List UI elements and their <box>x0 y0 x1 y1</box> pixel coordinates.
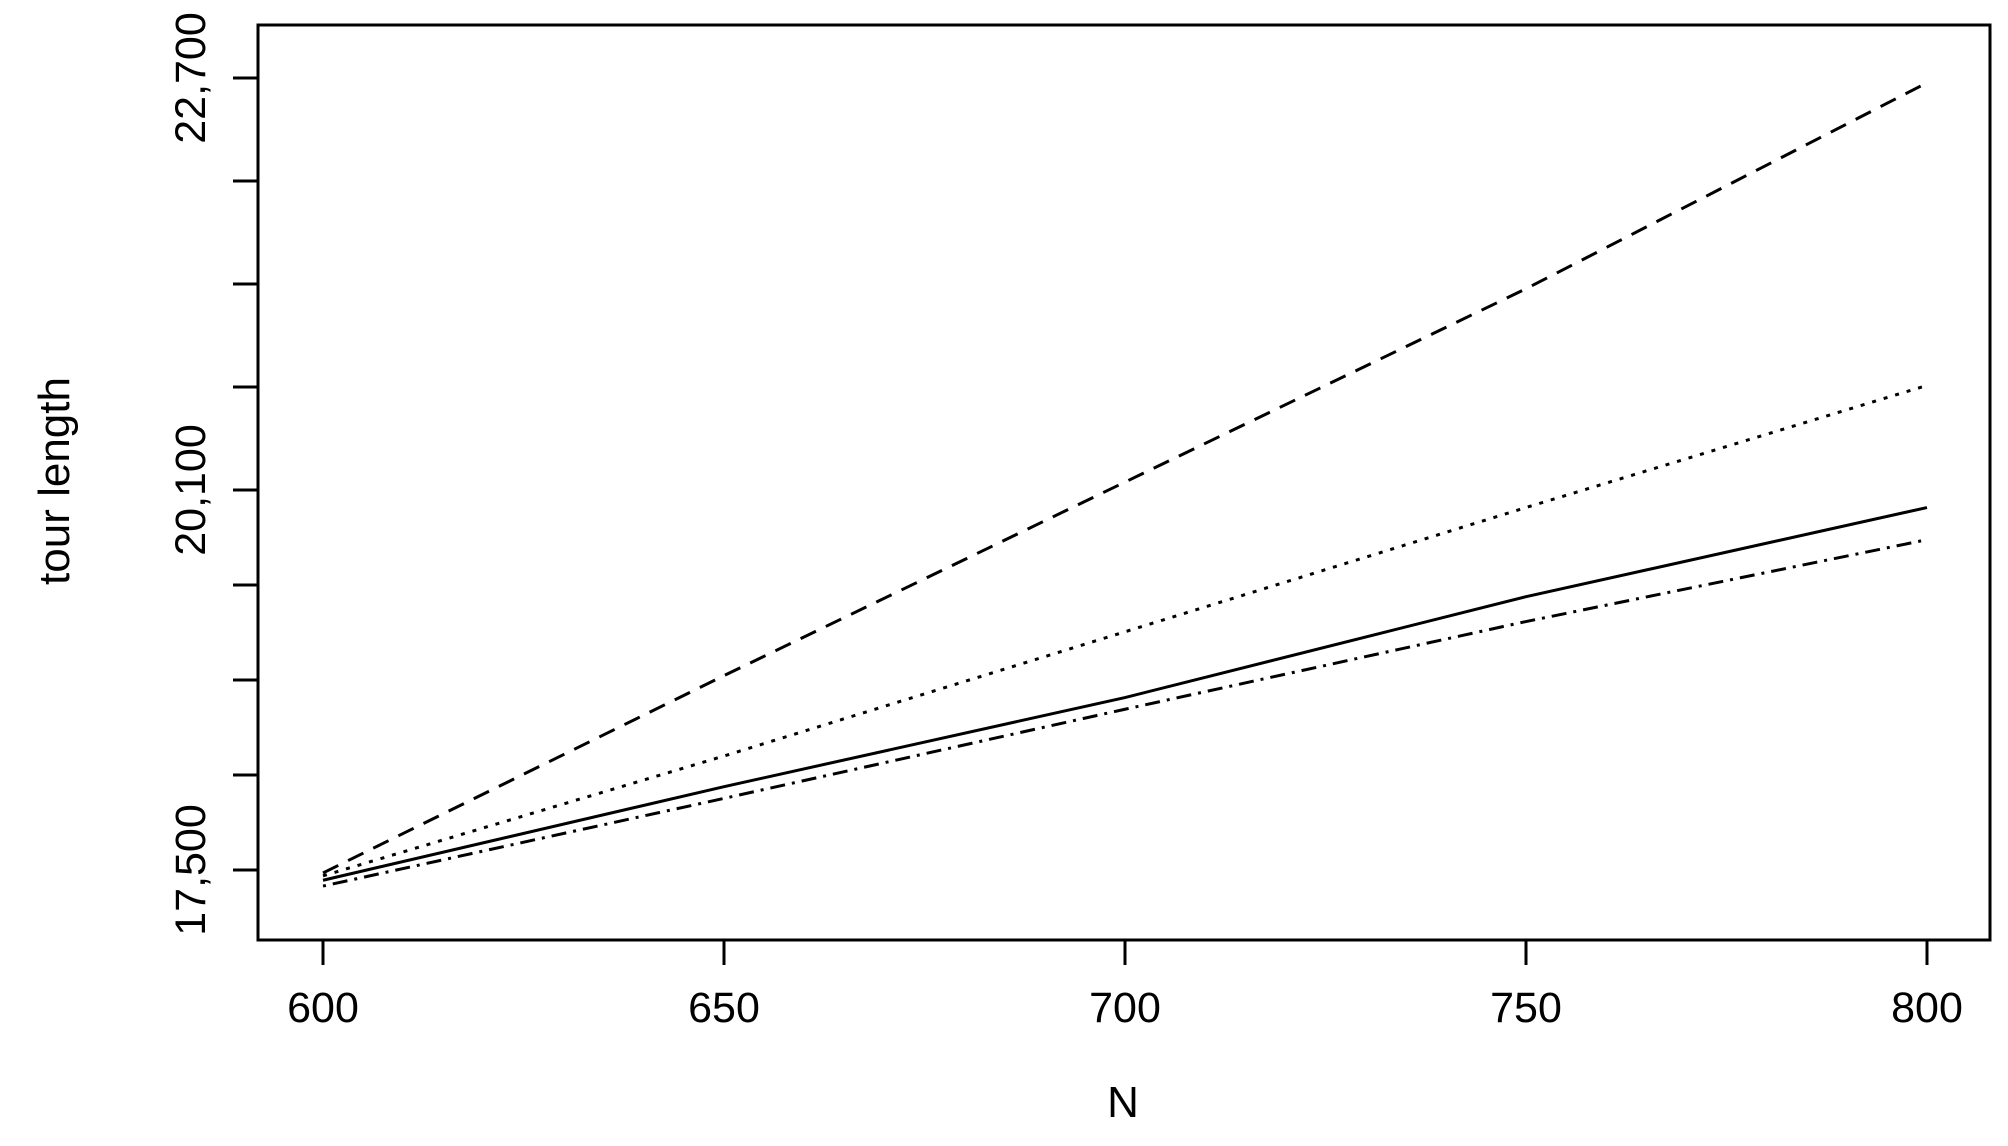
x-tick-label: 600 <box>287 984 359 1032</box>
x-tick-label: 700 <box>1089 984 1161 1032</box>
x-tick-label: 750 <box>1490 984 1562 1032</box>
y-tick-label: 20,100 <box>167 424 215 556</box>
y-tick-label: 22,700 <box>167 12 215 144</box>
series-dashed-line <box>322 81 1928 875</box>
series-solid-line <box>322 506 1928 882</box>
series-dotted-line <box>322 383 1928 878</box>
plot-box <box>256 23 1992 942</box>
y-axis-label: tour length <box>30 377 79 585</box>
x-tick-label: 800 <box>1891 984 1963 1032</box>
series-dotdash-line <box>322 538 1928 888</box>
x-axis-label: N <box>1107 1078 1139 1127</box>
x-tick-label: 650 <box>688 984 760 1032</box>
y-tick-label: 17,500 <box>167 804 215 936</box>
